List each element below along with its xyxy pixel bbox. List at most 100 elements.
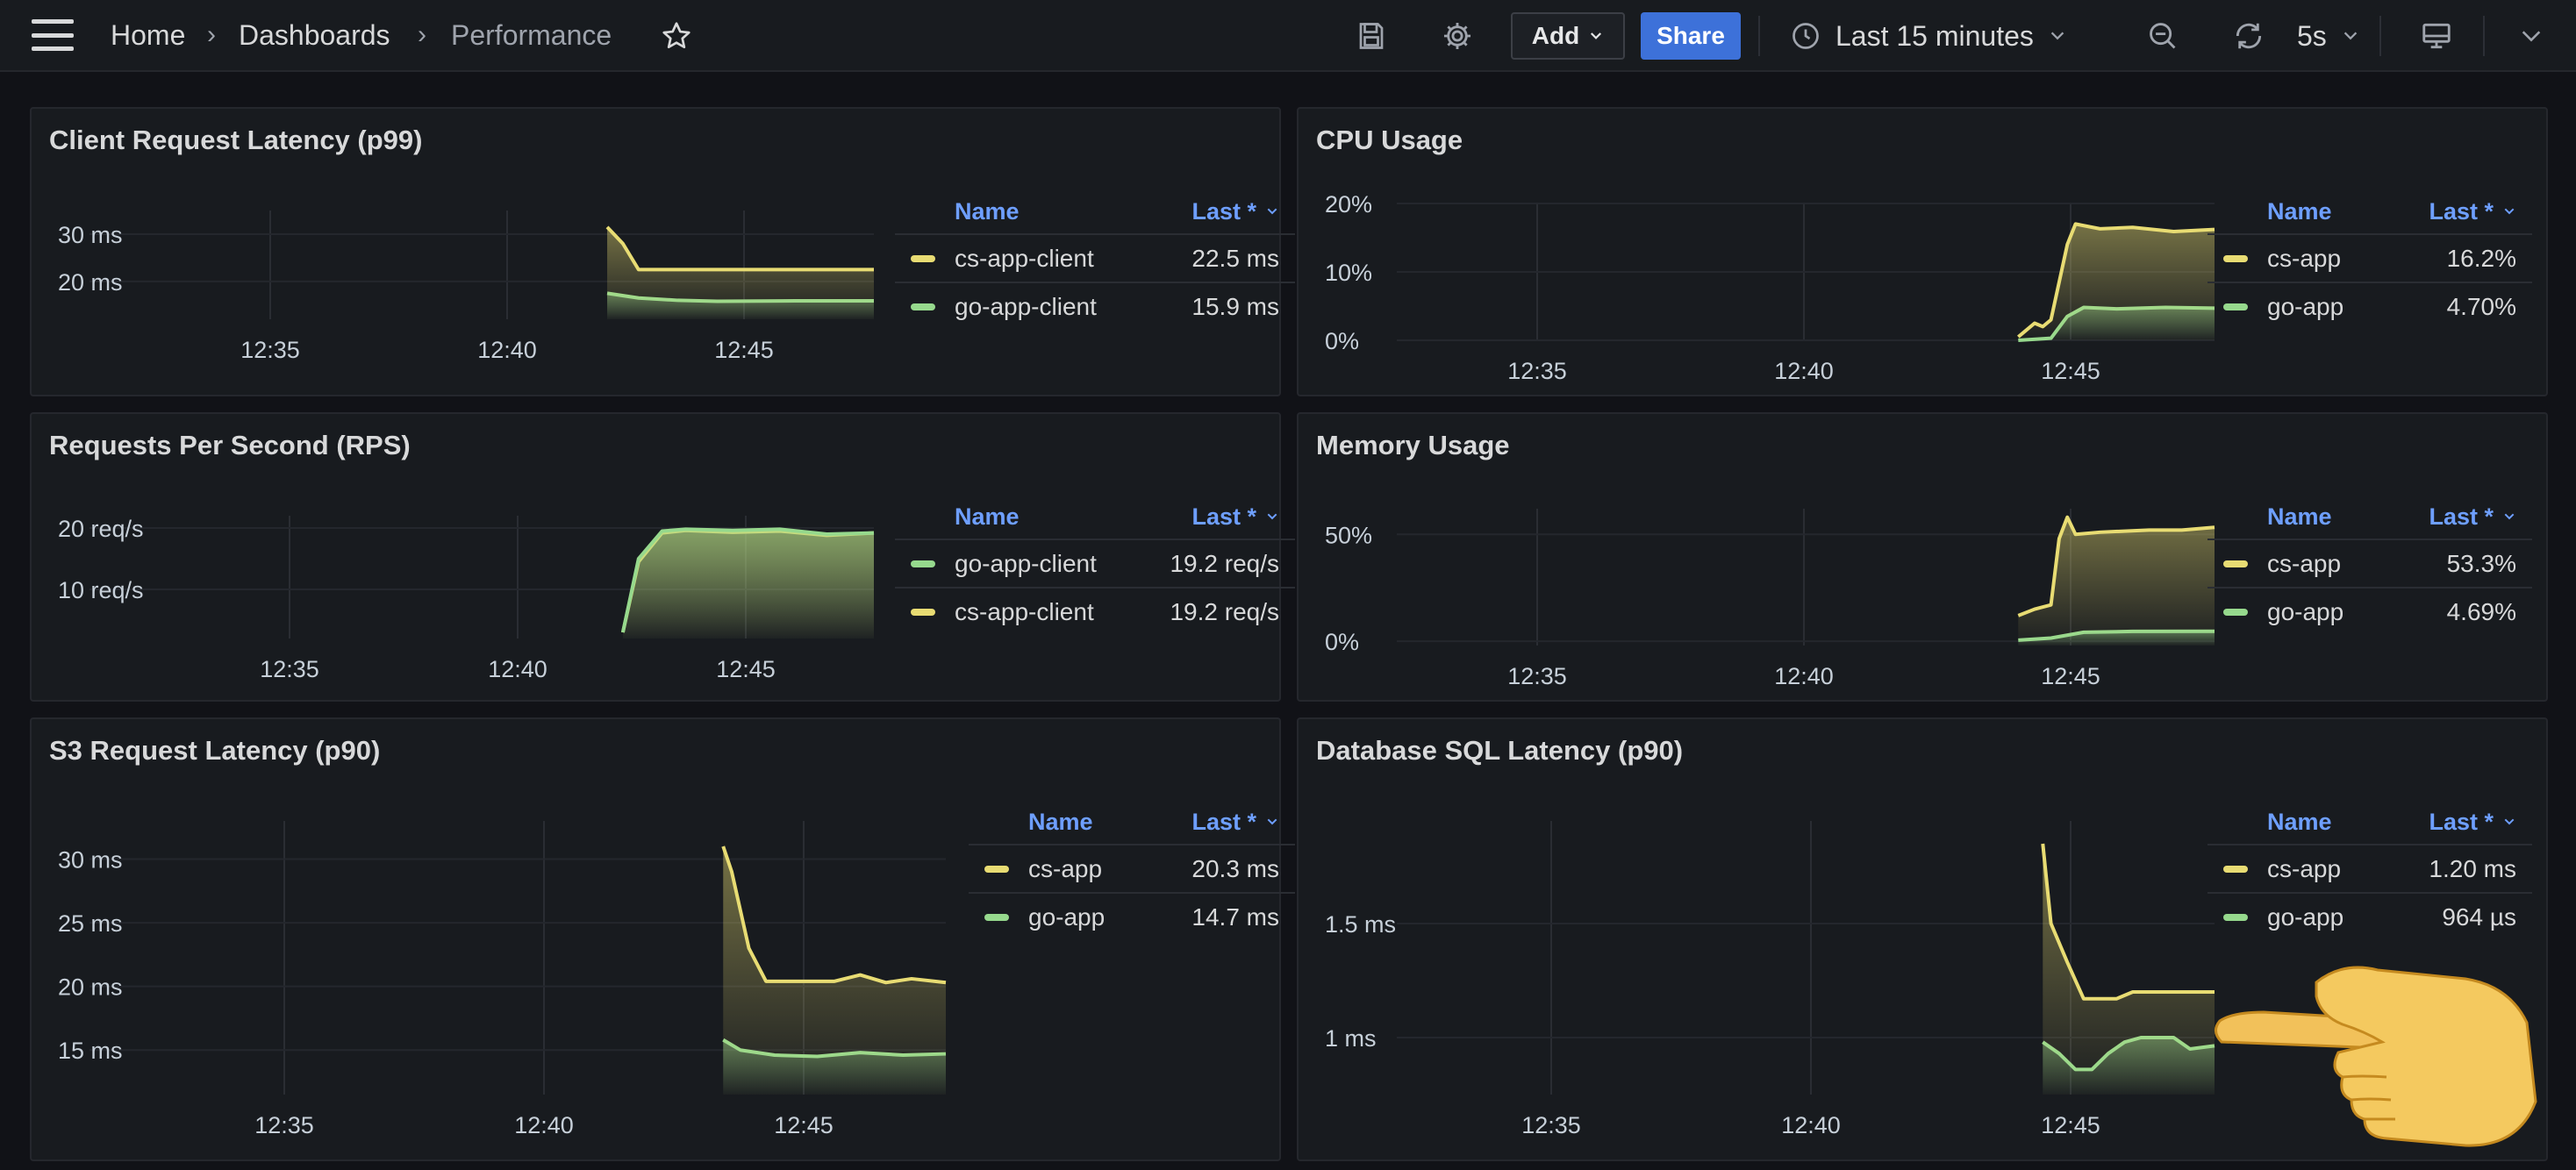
legend-header-last[interactable]: Last * [2429,198,2532,225]
tv-mode-icon[interactable] [2415,14,2458,58]
legend-last-value: 19.2 req/s [1170,549,1279,577]
breadcrumb-home[interactable]: Home [111,18,186,51]
legend-row[interactable]: cs-app-client 19.2 req/s [895,587,1295,635]
legend-header: Name Last * [969,800,1295,844]
legend-row[interactable]: cs-app 53.3% [2207,539,2532,587]
series-color-swatch [911,608,935,616]
timeseries-plot[interactable]: 12:35 12:40 12:45 50% 0% [1299,414,2223,698]
legend-row[interactable]: cs-app 20.3 ms [969,844,1295,892]
series-area [2043,844,2215,1095]
legend-header: Name Last * [2207,800,2532,844]
legend-row[interactable]: cs-app-client 22.5 ms [895,233,1295,282]
x-tick-label: 12:40 [1774,663,1834,689]
legend-series: go-app [969,903,1191,931]
legend-last-value: 20.3 ms [1191,854,1279,882]
legend-series: cs-app [969,855,1191,883]
legend-header-last-label: Last * [2429,197,2494,225]
add-label: Add [1531,22,1580,49]
add-button[interactable]: Add [1511,12,1625,60]
series-area [2018,517,2215,646]
legend-header-name[interactable]: Name [955,503,1020,530]
legend-header-name[interactable]: Name [1028,808,1093,835]
timeseries-plot[interactable]: 12:35 12:40 12:45 20% 10% 0% [1299,109,2223,393]
legend-last-value: 4.69% [2446,597,2516,625]
save-icon[interactable] [1349,14,1393,58]
legend-header-last[interactable]: Last * [2429,809,2532,836]
series-area [723,846,946,1095]
legend-header: Name Last * [2207,189,2532,233]
y-tick-label: 50% [1325,522,1372,548]
legend-table: Name Last * cs-app-client 22.5 ms go-app-c… [895,189,1295,330]
y-tick-label: 1 ms [1325,1025,1377,1052]
x-tick-label: 12:40 [1774,358,1834,384]
legend-series-name: go-app [1028,902,1106,931]
legend-table: Name Last * cs-app 20.3 ms go-app 14.7 ms [969,800,1295,940]
legend-series-name: cs-app [2267,854,2342,882]
time-range-picker[interactable]: Last 15 minutes [1790,12,2067,60]
share-button[interactable]: Share [1641,12,1741,60]
legend-row[interactable]: go-app 4.70% [2207,282,2532,330]
series-color-swatch [911,560,935,567]
panel-3[interactable]: Memory Usage 12:35 12:40 12:45 50% 0% Name Las… [1297,412,2548,702]
legend-header-last[interactable]: Last * [1191,503,1295,531]
panel-2[interactable]: Requests Per Second (RPS) 12:35 12:40 12:45… [30,412,1295,702]
panel-5[interactable]: Database SQL Latency (p90) 12:35 12:40 12:4… [1297,717,2548,1161]
legend-row[interactable]: go-app-client 19.2 req/s [895,539,1295,587]
legend-row[interactable]: cs-app 16.2% [2207,233,2532,282]
panel-title[interactable]: Database SQL Latency (p90) [1316,735,1684,766]
refresh-interval-picker[interactable]: 5s [2297,12,2360,60]
pointing-hand-icon [2215,966,2537,1147]
legend-series: go-app-client [895,550,1170,578]
legend-table: Name Last * cs-app 16.2% go-app 4.70% [2207,189,2532,330]
legend-row[interactable]: go-app 964 µs [2207,892,2532,940]
x-tick-label: 12:40 [477,337,537,363]
y-tick-label: 10 req/s [58,577,144,603]
chevron-down-icon[interactable] [2509,14,2553,58]
y-tick-label: 1.5 ms [1325,911,1396,938]
chart-svg: 12:35 12:40 12:45 20 req/s 10 req/s [58,516,875,682]
legend-header-name[interactable]: Name [2267,503,2332,530]
legend-last-value: 1.20 ms [2429,854,2516,882]
timeseries-plot[interactable]: 12:35 12:40 12:45 30 ms 20 ms [32,109,883,372]
panel-title[interactable]: S3 Request Latency (p90) [49,735,381,766]
legend-row[interactable]: go-app 4.69% [2207,587,2532,635]
panel-title[interactable]: Memory Usage [1316,430,1510,460]
star-icon[interactable] [655,14,698,58]
timeseries-plot[interactable]: 12:35 12:40 12:45 20 req/s 10 req/s [32,414,883,691]
legend-row[interactable]: go-app-client 15.9 ms [895,282,1295,330]
legend-last-value: 16.2% [2446,244,2516,272]
timeseries-plot[interactable]: 12:35 12:40 12:45 1.5 ms 1 ms [1299,719,2223,1147]
refresh-icon[interactable] [2227,14,2271,58]
legend-header-last[interactable]: Last * [1191,198,1295,225]
panel-title[interactable]: Requests Per Second (RPS) [49,430,411,460]
legend-header: Name Last * [2207,495,2532,539]
legend-series: cs-app [2207,855,2429,883]
legend-header-last[interactable]: Last * [1191,809,1295,836]
legend-series-name: cs-app-client [955,244,1094,272]
series-area [607,226,874,319]
legend-header-last-label: Last * [2429,503,2494,530]
legend-header-name[interactable]: Name [955,197,1020,225]
breadcrumb-dashboards[interactable]: Dashboards [239,18,390,51]
x-tick-label: 12:35 [240,337,300,363]
legend-header-last[interactable]: Last * [2429,503,2532,531]
x-tick-label: 12:40 [514,1112,574,1138]
x-tick-label: 12:40 [488,656,547,682]
divider [1758,16,1760,56]
x-tick-label: 12:35 [260,656,319,682]
legend-row[interactable]: cs-app 1.20 ms [2207,844,2532,892]
panel-title[interactable]: Client Request Latency (p99) [49,125,423,155]
chart-svg: 12:35 12:40 12:45 30 ms 25 ms 20 ms 15 ms [58,821,947,1138]
panel-0[interactable]: Client Request Latency (p99) 12:35 12:40 12… [30,107,1295,396]
timeseries-plot[interactable]: 12:35 12:40 12:45 30 ms 25 ms 20 ms 15 ms [32,719,955,1147]
zoom-out-icon[interactable] [2141,14,2185,58]
legend-row[interactable]: go-app 14.7 ms [969,892,1295,940]
legend-header-name[interactable]: Name [2267,808,2332,835]
legend-header-name[interactable]: Name [2267,197,2332,225]
legend-header-last-label: Last * [1191,808,1256,835]
panel-1[interactable]: CPU Usage 12:35 12:40 12:45 20% 10% 0% Name Las… [1297,107,2548,396]
panel-title[interactable]: CPU Usage [1316,125,1463,155]
settings-gear-icon[interactable] [1435,14,1479,58]
menu-icon[interactable] [32,19,74,51]
panel-4[interactable]: S3 Request Latency (p90) 12:35 12:40 12:45 3… [30,717,1295,1161]
